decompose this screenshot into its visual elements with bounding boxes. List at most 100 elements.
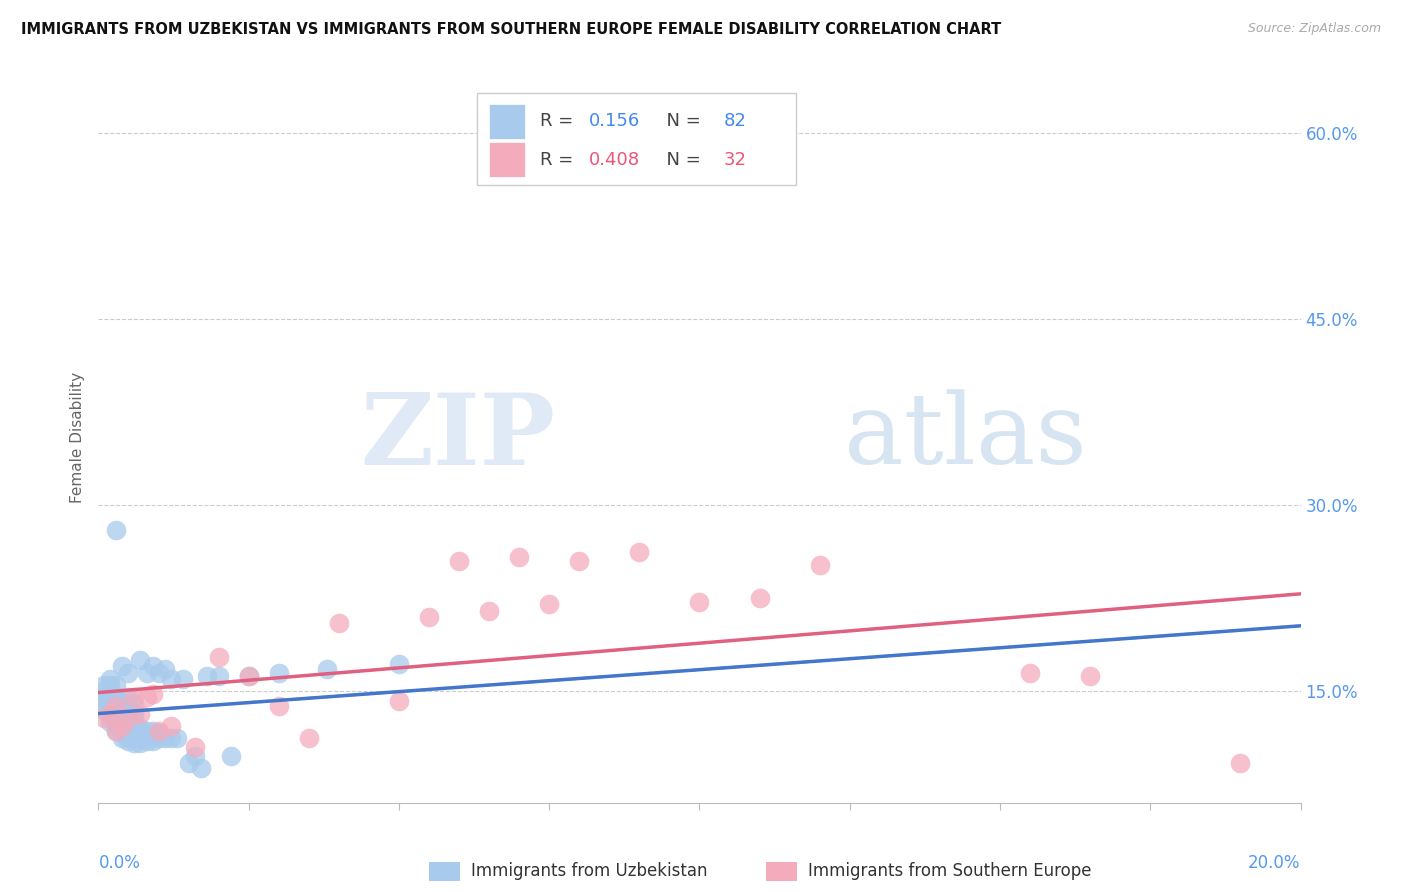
Point [159, 672, 181, 686]
Point [93, 703, 115, 717]
Text: Immigrants from Uzbekistan: Immigrants from Uzbekistan [471, 863, 707, 880]
Point [267, 699, 290, 714]
Point [105, 523, 128, 537]
Point [328, 615, 350, 630]
Point [447, 554, 470, 568]
Point [628, 545, 651, 559]
Point [172, 672, 194, 686]
Text: 82: 82 [724, 112, 747, 130]
Text: 0.156: 0.156 [589, 112, 640, 130]
Point [111, 726, 134, 740]
Point [100, 672, 122, 686]
Text: R =: R = [540, 151, 579, 169]
Point [1078, 669, 1101, 683]
Point [117, 734, 139, 748]
Point [100, 709, 122, 723]
Point [93, 711, 115, 725]
Point [141, 729, 163, 743]
Text: N =: N = [655, 112, 706, 130]
Point [100, 690, 122, 705]
Point [129, 726, 152, 740]
Text: atlas: atlas [844, 389, 1087, 485]
Point [111, 716, 134, 731]
Point [183, 739, 205, 754]
Point [129, 731, 152, 746]
Point [141, 687, 163, 701]
Text: 0.0%: 0.0% [98, 854, 141, 872]
Point [93, 678, 115, 692]
Point [388, 657, 411, 671]
Text: ZIP: ZIP [360, 389, 555, 485]
Point [153, 662, 176, 676]
Point [808, 558, 831, 572]
Point [141, 734, 163, 748]
Point [105, 678, 128, 692]
FancyBboxPatch shape [489, 143, 526, 178]
Point [124, 726, 146, 740]
Point [238, 669, 260, 683]
Point [105, 704, 128, 718]
Point [105, 699, 128, 714]
Point [124, 706, 146, 721]
Point [568, 554, 591, 568]
FancyBboxPatch shape [477, 94, 796, 185]
Point [105, 689, 128, 703]
Point [105, 709, 128, 723]
Point [100, 706, 122, 721]
Point [124, 690, 146, 705]
Point [124, 697, 146, 711]
Point [105, 714, 128, 728]
Point [124, 722, 146, 736]
Point [117, 729, 139, 743]
Point [117, 665, 139, 680]
Point [148, 723, 170, 738]
Point [124, 716, 146, 731]
Point [105, 723, 128, 738]
Point [166, 731, 188, 746]
Point [159, 719, 181, 733]
Point [1229, 756, 1251, 771]
Point [117, 704, 139, 718]
Point [93, 684, 115, 698]
Point [100, 697, 122, 711]
Point [141, 659, 163, 673]
Point [238, 669, 260, 683]
Text: 32: 32 [724, 151, 747, 169]
Text: Immigrants from Southern Europe: Immigrants from Southern Europe [808, 863, 1092, 880]
Point [117, 699, 139, 714]
Point [141, 723, 163, 738]
Point [124, 731, 146, 746]
Point [689, 595, 711, 609]
Point [111, 659, 134, 673]
Point [105, 694, 128, 708]
Point [129, 736, 152, 750]
Point [100, 678, 122, 692]
Point [93, 697, 115, 711]
Point [298, 731, 321, 746]
Text: N =: N = [655, 151, 706, 169]
Point [135, 690, 157, 705]
Point [388, 694, 411, 708]
Text: IMMIGRANTS FROM UZBEKISTAN VS IMMIGRANTS FROM SOUTHERN EUROPE FEMALE DISABILITY : IMMIGRANTS FROM UZBEKISTAN VS IMMIGRANTS… [21, 22, 1001, 37]
Point [148, 665, 170, 680]
Point [105, 699, 128, 714]
Point [105, 723, 128, 738]
Point [148, 726, 170, 740]
Point [148, 731, 170, 746]
Point [315, 662, 337, 676]
Point [117, 709, 139, 723]
Point [111, 731, 134, 746]
Point [111, 701, 134, 715]
Text: 0.408: 0.408 [589, 151, 640, 169]
Point [418, 610, 440, 624]
Point [100, 684, 122, 698]
Point [183, 748, 205, 763]
Point [538, 598, 561, 612]
Point [267, 665, 290, 680]
Point [190, 761, 212, 775]
Point [111, 719, 134, 733]
Point [219, 748, 242, 763]
Point [208, 669, 231, 683]
Point [100, 703, 122, 717]
Point [135, 734, 157, 748]
